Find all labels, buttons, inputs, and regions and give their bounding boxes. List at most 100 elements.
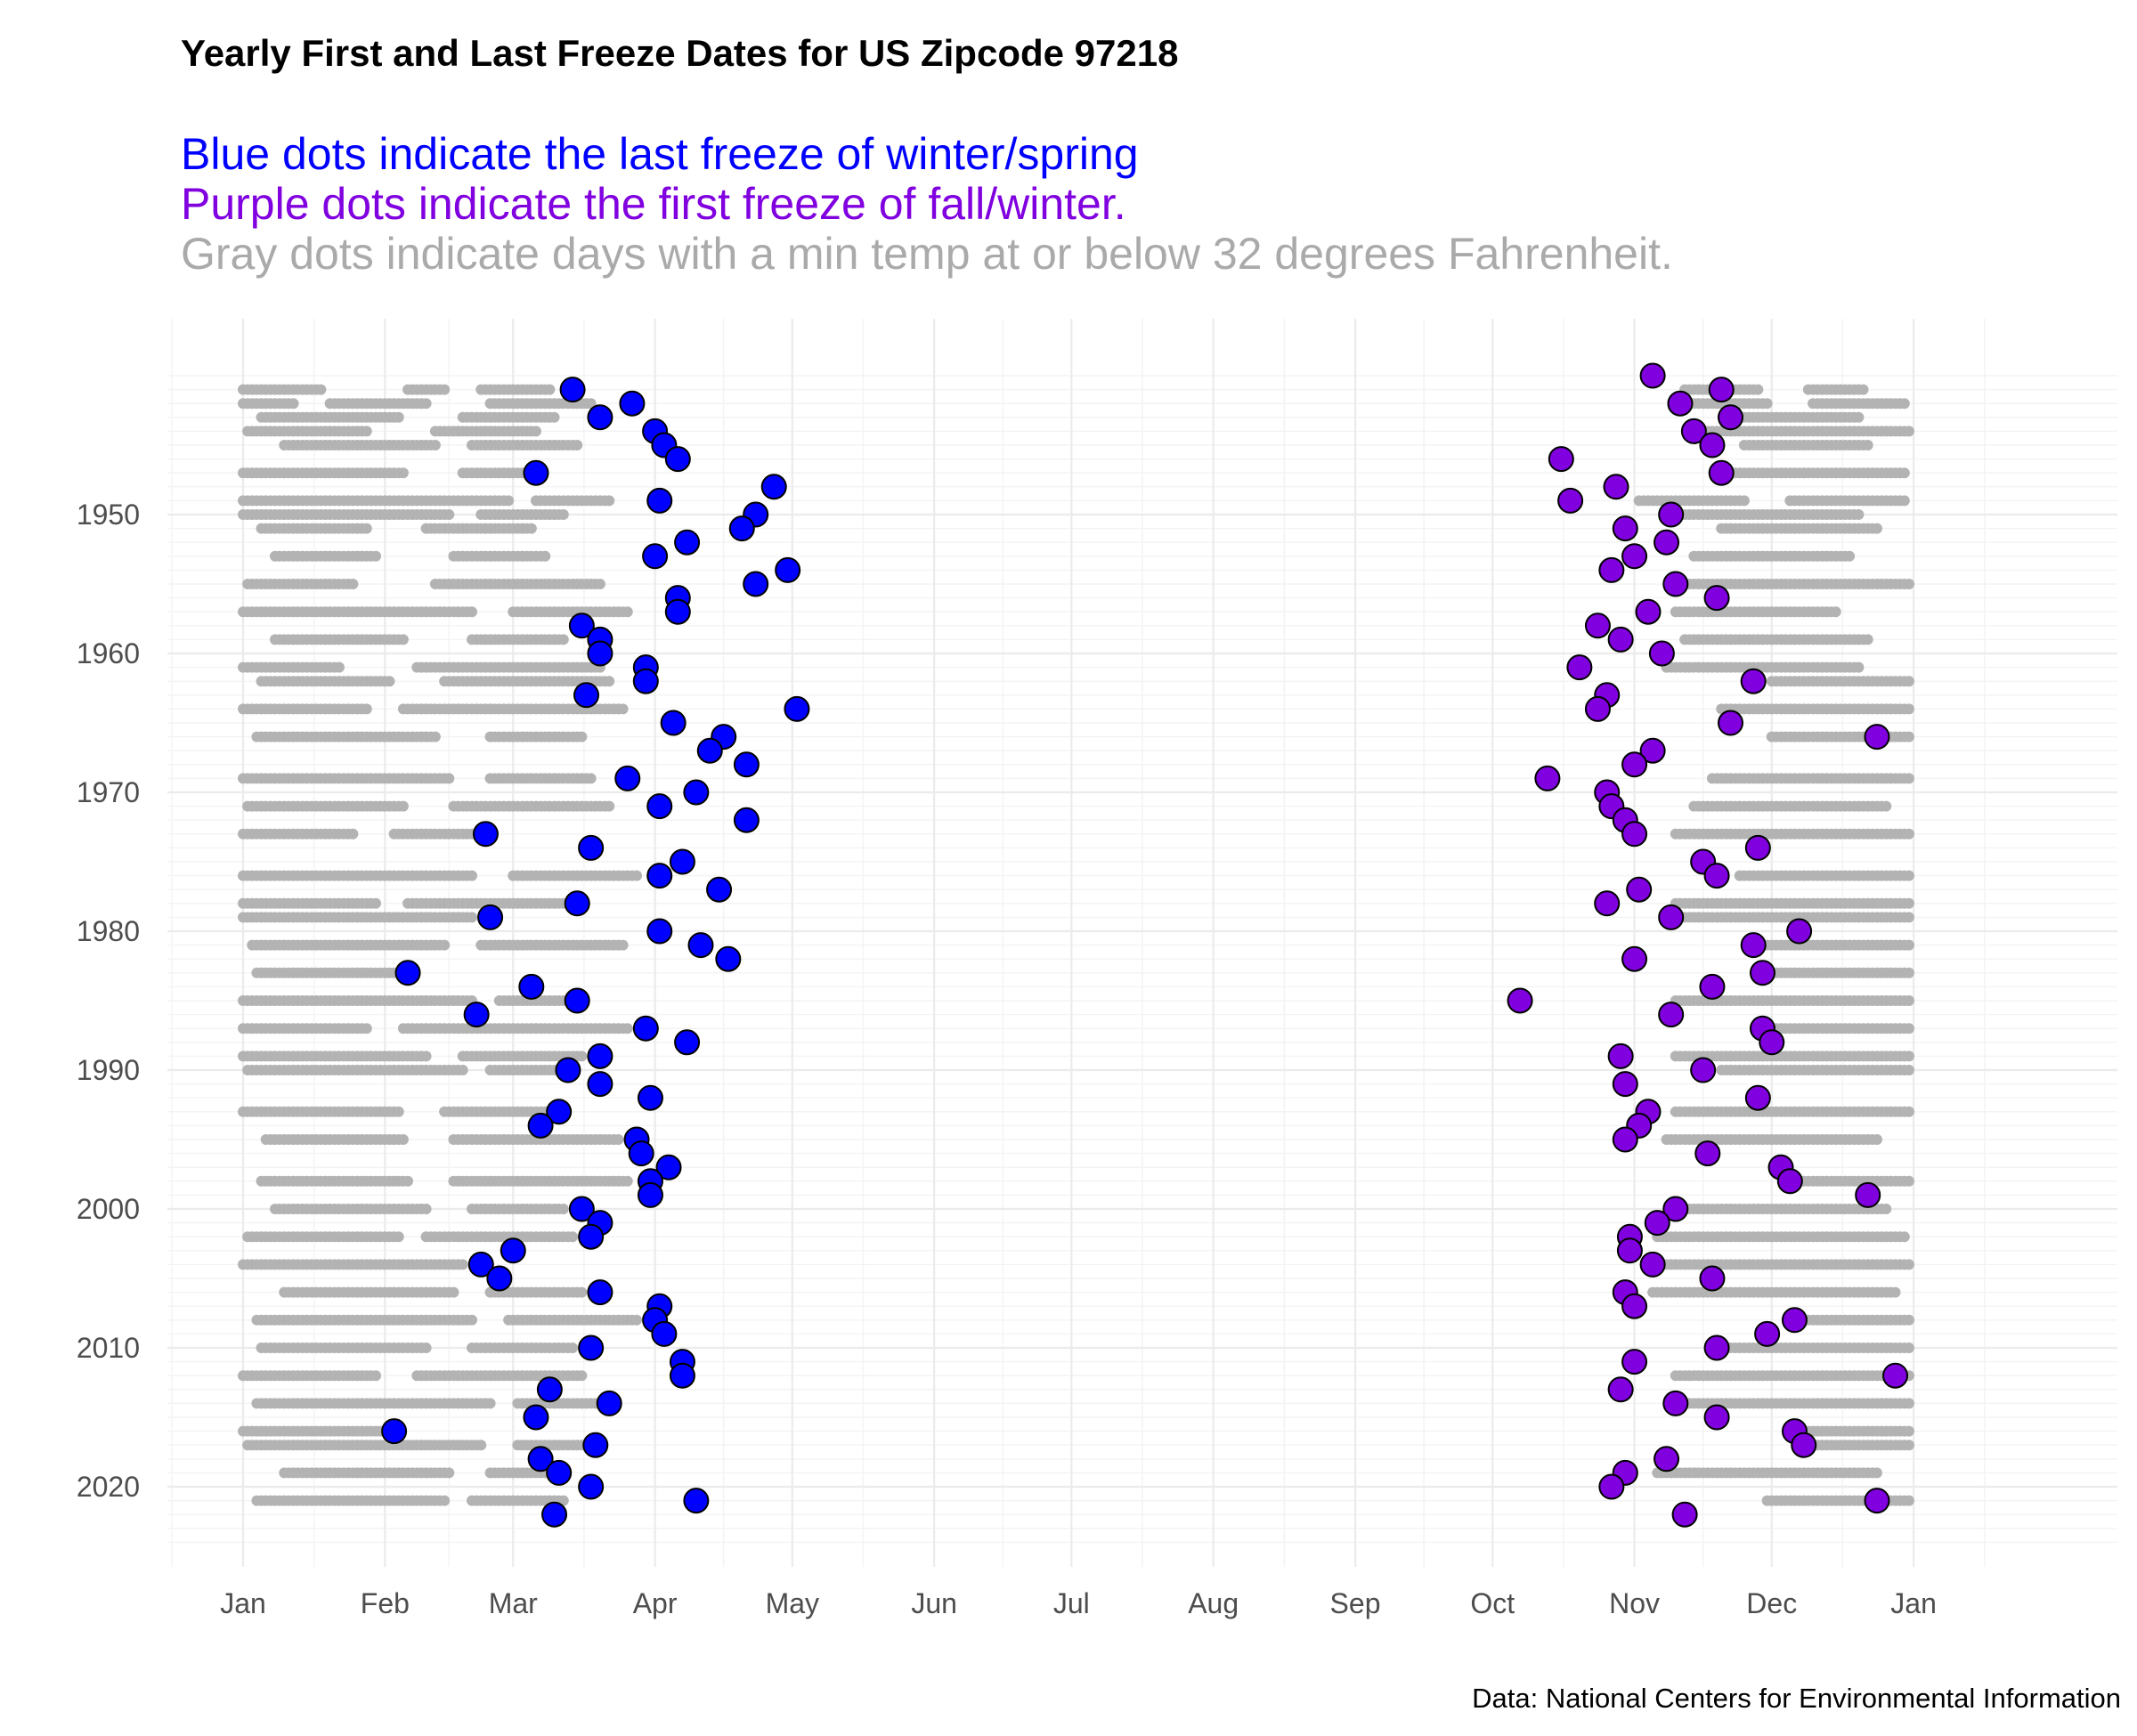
y-tick-label: 1950 — [77, 499, 140, 531]
freeze-day-dot — [540, 550, 551, 562]
x-tick-label: Jun — [911, 1587, 957, 1619]
freeze-day-dot — [448, 1286, 459, 1298]
first-freeze-point — [1703, 585, 1730, 612]
freeze-day-dot — [1862, 440, 1873, 450]
freeze-day-dot — [1903, 995, 1914, 1006]
first-freeze-point — [1699, 432, 1726, 458]
last-freeze-point — [728, 515, 755, 542]
freeze-day-dot — [557, 634, 569, 645]
freeze-day-dot — [503, 495, 515, 507]
freeze-day-dot — [429, 440, 441, 450]
freeze-day-dot — [1903, 426, 1914, 437]
last-freeze-point — [587, 1279, 613, 1306]
first-freeze-point — [1639, 362, 1666, 389]
freeze-day-dot — [1830, 606, 1841, 618]
first-freeze-point — [1557, 487, 1584, 514]
last-freeze-point — [523, 459, 549, 486]
freeze-day-dot — [1903, 676, 1914, 687]
x-tick-label: Apr — [633, 1587, 678, 1619]
last-freeze-point — [651, 1320, 678, 1347]
freeze-day-dot — [631, 1314, 643, 1326]
freeze-day-dot — [557, 509, 569, 520]
freeze-day-dot — [1871, 523, 1882, 534]
last-freeze-point — [573, 682, 599, 709]
last-freeze-point — [546, 1459, 573, 1486]
freeze-day-dot — [1738, 495, 1750, 507]
freeze-day-dot — [585, 398, 597, 410]
freeze-day-dot — [457, 1259, 468, 1270]
last-freeze-point — [628, 1140, 654, 1167]
subtitle-last-freeze: Blue dots indicate the last freeze of wi… — [181, 129, 1139, 179]
x-tick-label: Jan — [1890, 1587, 1937, 1619]
freeze-day-points — [238, 384, 1914, 1506]
first-freeze-point — [1667, 390, 1694, 417]
freeze-day-dot — [1862, 634, 1873, 645]
last-freeze-point — [394, 960, 421, 986]
freeze-day-dot — [1871, 1134, 1882, 1145]
last-freeze-point — [578, 1473, 605, 1500]
freeze-day-dot — [475, 1440, 487, 1451]
y-tick-label: 2020 — [77, 1471, 140, 1503]
freeze-day-dot — [1898, 495, 1910, 507]
freeze-day-dot — [548, 411, 560, 423]
last-freeze-point — [381, 1418, 408, 1445]
x-tick-label: Feb — [361, 1587, 410, 1619]
last-freeze-point — [564, 890, 590, 917]
first-freeze-point — [1662, 1390, 1689, 1416]
freeze-day-dot — [1903, 731, 1914, 742]
last-freeze-point — [587, 404, 613, 431]
subtitle-first-freeze: Purple dots indicate the first freeze of… — [181, 179, 1126, 229]
x-tick-label: Jul — [1053, 1587, 1090, 1619]
first-freeze-point — [1621, 1293, 1648, 1319]
first-freeze-point — [1703, 863, 1730, 889]
freeze-day-dot — [1903, 1440, 1914, 1451]
last-freeze-point — [587, 640, 613, 667]
first-freeze-point — [1621, 751, 1648, 778]
freeze-day-dot — [429, 731, 441, 742]
freeze-day-dot — [1903, 703, 1914, 715]
last-freeze-point — [637, 1084, 663, 1111]
freeze-day-dot — [1903, 1314, 1914, 1326]
first-freeze-point — [1740, 668, 1767, 694]
first-freeze-point — [1621, 543, 1648, 570]
first-freeze-point — [1648, 640, 1675, 667]
freeze-day-dot — [1903, 828, 1914, 840]
first-freeze-point — [1658, 501, 1685, 528]
first-freeze-point — [1699, 1265, 1726, 1292]
first-freeze-point — [1740, 932, 1767, 959]
last-freeze-point — [518, 973, 545, 1000]
freeze-day-dot — [576, 1286, 588, 1298]
freeze-day-dot — [439, 939, 451, 951]
freeze-day-dot — [604, 495, 615, 507]
last-freeze-point — [637, 1181, 663, 1208]
last-freeze-point — [614, 765, 641, 791]
freeze-day-dot — [1903, 967, 1914, 978]
freeze-day-dot — [393, 411, 404, 423]
freeze-day-dot — [1903, 773, 1914, 784]
last-freeze-point — [500, 1237, 526, 1264]
freeze-day-dot — [572, 440, 583, 450]
last-freeze-point — [646, 487, 673, 514]
last-freeze-point — [646, 793, 673, 820]
y-tick-label: 1980 — [77, 915, 140, 947]
first-freeze-point — [1744, 1084, 1771, 1111]
freeze-day-dot — [361, 703, 372, 715]
first-freeze-point — [1603, 474, 1629, 500]
last-freeze-point — [477, 904, 504, 930]
last-freeze-point — [669, 1362, 695, 1389]
last-freeze-point — [664, 446, 691, 473]
freeze-day-dot — [1903, 1065, 1914, 1075]
last-freeze-point — [642, 543, 669, 570]
first-freeze-point — [1644, 1210, 1670, 1237]
last-freeze-point — [646, 918, 673, 945]
freeze-day-dot — [1898, 467, 1910, 479]
x-tick-label: Sep — [1330, 1587, 1381, 1619]
freeze-day-dot — [631, 870, 643, 881]
freeze-day-dot — [420, 1051, 432, 1062]
first-freeze-point — [1616, 1237, 1643, 1264]
freeze-day-dot — [585, 773, 597, 784]
freeze-day-dot — [393, 1106, 404, 1117]
last-freeze-point — [784, 695, 810, 722]
first-freeze-point — [1671, 1501, 1698, 1528]
last-freeze-point — [632, 1015, 659, 1042]
